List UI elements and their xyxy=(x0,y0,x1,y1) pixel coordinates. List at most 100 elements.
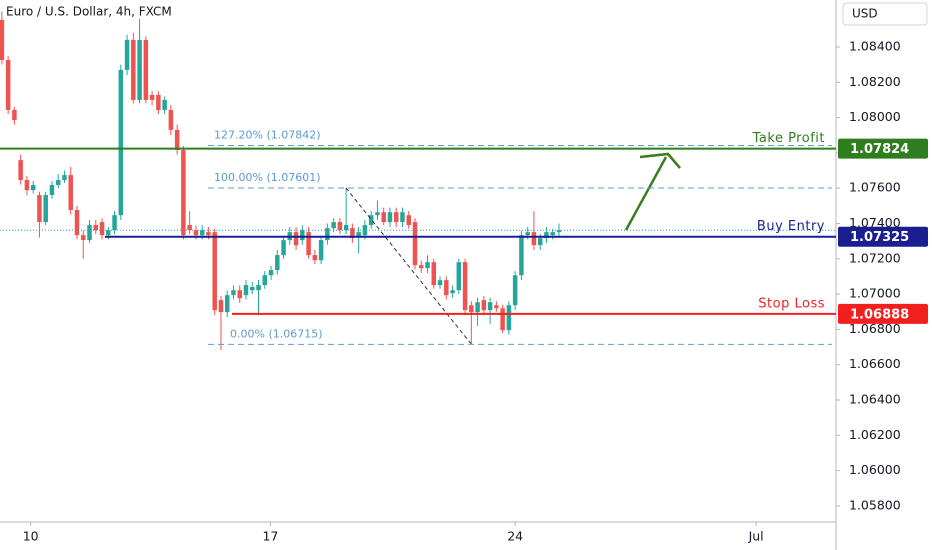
currency: USD xyxy=(852,7,878,21)
y-tick-label: 1.07000 xyxy=(849,286,901,301)
candle-body xyxy=(74,210,80,236)
candle-body xyxy=(218,300,224,313)
fib-trend-line xyxy=(345,187,473,346)
candle-body xyxy=(131,39,136,100)
candle-body xyxy=(143,39,149,100)
candle-body xyxy=(118,69,124,216)
candle-body xyxy=(400,212,405,223)
candle-body xyxy=(43,195,48,223)
candle-body xyxy=(375,212,380,216)
y-tick-label: 1.07400 xyxy=(849,215,901,230)
price-badge xyxy=(838,138,928,159)
candle-body xyxy=(487,302,493,311)
y-tick-label: 1.05800 xyxy=(849,497,901,512)
candle-body xyxy=(556,230,562,233)
candle-body xyxy=(268,270,274,276)
candle-body xyxy=(537,238,543,246)
candle-body xyxy=(149,94,155,100)
price-badge-label: 1.07325 xyxy=(850,230,909,245)
candle-body xyxy=(343,225,349,231)
candle-body xyxy=(224,295,230,313)
candle-body xyxy=(112,215,117,231)
candle-body xyxy=(531,232,537,246)
candle-body xyxy=(193,230,199,236)
price-badge xyxy=(838,226,928,247)
candle-body xyxy=(174,129,180,151)
candle-body xyxy=(456,262,462,291)
candle-body xyxy=(437,280,443,286)
candle-body xyxy=(431,262,437,286)
candle-body xyxy=(444,280,449,296)
candle-body xyxy=(393,212,399,223)
level-name: Take Profit xyxy=(752,131,825,146)
fib-label: 100.00% (1.07601) xyxy=(214,171,321,184)
candle-body xyxy=(55,180,61,186)
candle-body xyxy=(550,232,555,236)
candle-body xyxy=(300,230,305,241)
candle-body xyxy=(37,195,42,223)
y-tick-label: 1.07600 xyxy=(849,180,901,195)
y-tick-label: 1.08000 xyxy=(849,109,901,124)
candle-body xyxy=(331,222,336,229)
candle-body xyxy=(99,222,105,236)
price-badge xyxy=(838,303,928,324)
candle-body xyxy=(506,305,512,331)
candle-body xyxy=(381,212,386,223)
candle-body xyxy=(80,235,86,241)
candle-body xyxy=(93,225,99,231)
candle-body xyxy=(306,232,311,256)
candle-body xyxy=(312,255,318,261)
target-arrow xyxy=(624,156,668,231)
x-tick-label: 17 xyxy=(262,529,278,544)
candle-body xyxy=(387,212,393,223)
candle-body xyxy=(249,287,255,291)
candle-body xyxy=(525,232,530,236)
candle-body xyxy=(475,302,480,313)
candle-body xyxy=(181,150,186,236)
candle-body xyxy=(187,225,192,231)
fib-label: 0.00% (1.06715) xyxy=(230,327,323,340)
candle-body xyxy=(469,305,474,313)
level-name: Buy Entry xyxy=(757,219,825,234)
y-tick-label: 1.08200 xyxy=(849,74,901,89)
candle-body xyxy=(425,262,430,269)
candle-body xyxy=(494,305,499,309)
chart-title: Euro / U.S. Dollar, 4h, FXCM xyxy=(6,5,172,19)
currency-box[interactable] xyxy=(842,2,928,26)
candle-body xyxy=(512,275,518,306)
candle-body xyxy=(262,275,268,286)
candle-body xyxy=(106,230,111,236)
candle-body xyxy=(168,109,174,130)
fib-label: 127.20% (1.07842) xyxy=(214,128,321,141)
candle-body xyxy=(519,235,524,276)
candle-body xyxy=(462,262,468,311)
y-tick-label: 1.06400 xyxy=(849,392,901,407)
price-badge-label: 1.07824 xyxy=(850,142,909,157)
y-tick-label: 1.07200 xyxy=(849,250,901,265)
candle-body xyxy=(412,222,418,266)
y-tick-label: 1.06800 xyxy=(849,321,901,336)
candle-body xyxy=(481,300,487,311)
candle-body xyxy=(256,285,261,291)
candle-body xyxy=(231,290,236,296)
candle-body xyxy=(275,255,280,271)
candle-body xyxy=(124,39,130,70)
x-tick-label: Jul xyxy=(748,529,764,544)
candle-body xyxy=(544,232,549,239)
candle-body xyxy=(337,222,343,231)
candle-body xyxy=(281,240,286,256)
candle-body xyxy=(350,228,355,239)
candle-body xyxy=(5,60,11,110)
y-tick-label: 1.06600 xyxy=(849,356,901,371)
candle-body xyxy=(49,185,55,196)
candle-body xyxy=(68,175,73,211)
candle-body xyxy=(62,175,67,181)
plot-area xyxy=(0,11,835,351)
candle-body xyxy=(450,290,455,294)
candle-body xyxy=(356,232,361,237)
candle-body xyxy=(419,265,424,269)
candle-body xyxy=(162,99,167,110)
x-tick-label: 24 xyxy=(507,529,523,544)
candle-body xyxy=(87,225,92,241)
